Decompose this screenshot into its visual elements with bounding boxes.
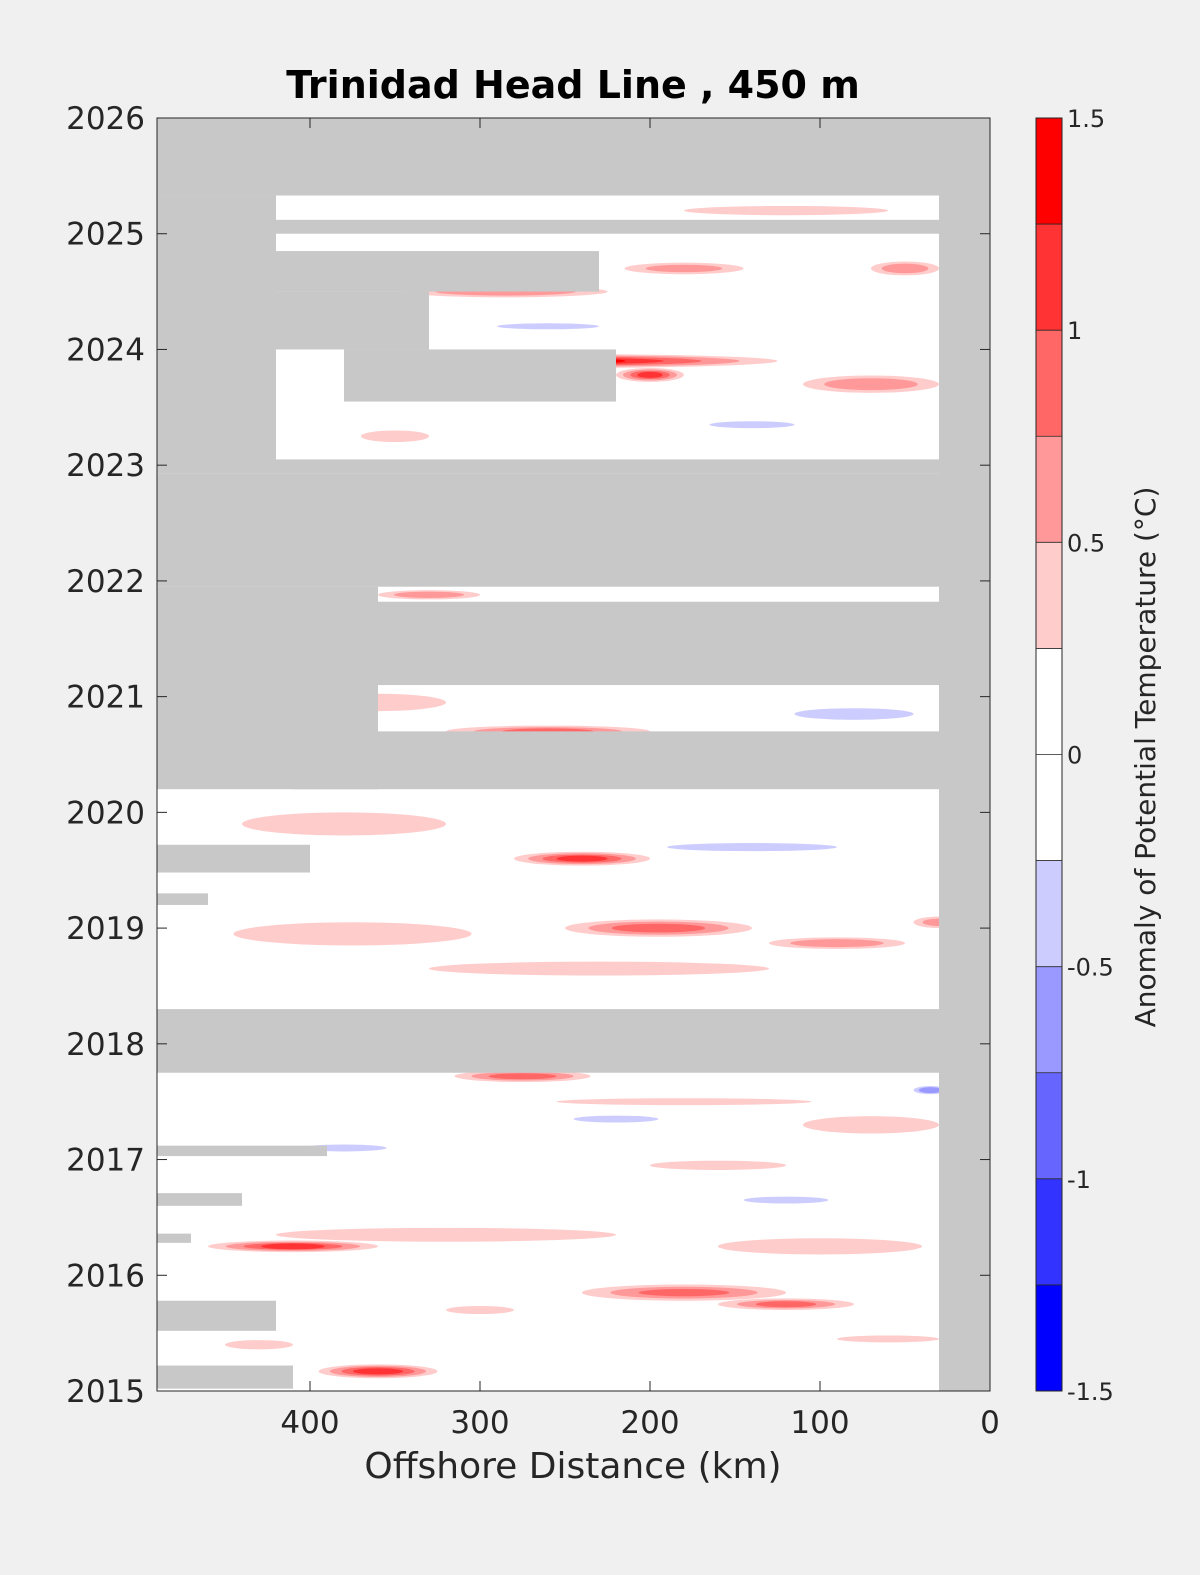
anomaly-contour: [824, 378, 918, 390]
colorbar-segment: [1036, 224, 1062, 330]
anomaly-contour: [790, 939, 884, 947]
anomaly-contour: [234, 922, 472, 945]
no-data-region: [157, 1193, 242, 1206]
x-tick-label: 300: [450, 1405, 509, 1441]
colorbar-segment: [1036, 1179, 1062, 1285]
colorbar-segment: [1036, 967, 1062, 1073]
anomaly-contour: [557, 856, 608, 862]
colorbar-segment: [1036, 542, 1062, 648]
anomaly-contour: [837, 1335, 939, 1342]
anomaly-contour: [429, 962, 769, 976]
anomaly-contour: [882, 264, 929, 274]
no-data-region: [939, 118, 990, 1391]
anomaly-contour: [637, 372, 663, 378]
y-tick-label: 2022: [66, 564, 145, 600]
colorbar: 1.5 1 0.5 0 -0.5 -1 -1.5: [1036, 105, 1114, 1406]
anomaly-contour: [489, 1073, 557, 1079]
no-data-region: [157, 196, 276, 466]
no-data-region: [276, 251, 599, 292]
y-tick-label: 2016: [66, 1258, 145, 1294]
y-tick-label: 2025: [66, 217, 145, 253]
y-tick-label: 2026: [66, 101, 145, 137]
no-data-region: [157, 459, 939, 473]
x-tick-label: 0: [980, 1405, 1000, 1441]
anomaly-contour: [667, 843, 837, 851]
no-data-region: [276, 220, 939, 234]
plot-area: [157, 118, 990, 1391]
colorbar-segment: [1036, 1073, 1062, 1179]
no-data-region: [293, 731, 939, 789]
anomaly-contour: [744, 1197, 829, 1204]
anomaly-contour: [919, 1087, 942, 1093]
no-data-region: [378, 602, 939, 685]
colorbar-segment: [1036, 648, 1062, 754]
colorbar-segment: [1036, 1285, 1062, 1391]
colorbar-tick-label: 1.5: [1067, 105, 1105, 133]
anomaly-contour: [639, 1289, 730, 1296]
anomaly-contour: [795, 708, 914, 720]
anomaly-contour: [225, 1340, 293, 1349]
y-tick-label: 2021: [66, 680, 145, 716]
x-tick-label: 100: [790, 1405, 849, 1441]
colorbar-tick-label: -1.5: [1067, 1378, 1114, 1406]
y-tick-label: 2015: [66, 1374, 145, 1410]
y-tick-label: 2018: [66, 1027, 145, 1063]
anomaly-contour: [650, 1161, 786, 1170]
colorbar-tick-label: -1: [1067, 1166, 1091, 1194]
anomaly-contour: [574, 1116, 659, 1123]
anomaly-contour: [276, 1228, 616, 1242]
y-tick-label: 2017: [66, 1143, 145, 1179]
y-tick-label: 2024: [66, 332, 145, 368]
no-data-region: [276, 292, 429, 350]
anomaly-contour: [684, 206, 888, 215]
colorbar-segment: [1036, 118, 1062, 224]
anomaly-contour: [353, 1368, 403, 1374]
colorbar-segment: [1036, 330, 1062, 436]
colorbar-segment: [1036, 436, 1062, 542]
no-data-region: [157, 118, 990, 196]
no-data-region: [157, 845, 310, 873]
anomaly-contour: [756, 1301, 816, 1307]
anomaly-contour: [394, 592, 464, 598]
anomaly-contour: [646, 265, 723, 272]
colorbar-segment: [1036, 755, 1062, 861]
no-data-region: [344, 349, 616, 401]
x-tick-label: 400: [280, 1405, 339, 1441]
colorbar-tick-label: 1: [1067, 317, 1082, 345]
no-data-region: [157, 1009, 939, 1073]
y-tick-label: 2019: [66, 911, 145, 947]
anomaly-contour: [242, 812, 446, 835]
anomaly-contour: [718, 1238, 922, 1254]
anomaly-contour: [261, 1243, 325, 1249]
no-data-region: [157, 1301, 276, 1331]
x-axis-label: Offshore Distance (km): [364, 1446, 781, 1487]
anomaly-contour: [446, 1306, 514, 1314]
colorbar-label: Anomaly of Potential Temperature (°C): [1129, 487, 1162, 1028]
anomaly-contour: [361, 430, 429, 442]
no-data-region: [157, 1234, 191, 1243]
no-data-region: [157, 1146, 327, 1156]
anomaly-contour: [557, 1098, 812, 1105]
no-data-region: [157, 473, 939, 586]
colorbar-segment: [1036, 861, 1062, 967]
anomaly-contour: [710, 421, 795, 428]
colorbar-tick-label: 0.5: [1067, 529, 1105, 557]
no-data-region: [157, 893, 208, 905]
anomaly-contour: [803, 1116, 939, 1133]
x-tick-label: 200: [620, 1405, 679, 1441]
y-tick-label: 2023: [66, 448, 145, 484]
colorbar-tick-label: -0.5: [1067, 954, 1114, 982]
colorbar-tick-label: 0: [1067, 742, 1082, 770]
anomaly-contour: [612, 924, 706, 933]
anomaly-contour: [497, 323, 599, 329]
no-data-region: [157, 1366, 293, 1389]
y-tick-label: 2020: [66, 795, 145, 831]
chart-title: Trinidad Head Line , 450 m: [286, 63, 860, 107]
